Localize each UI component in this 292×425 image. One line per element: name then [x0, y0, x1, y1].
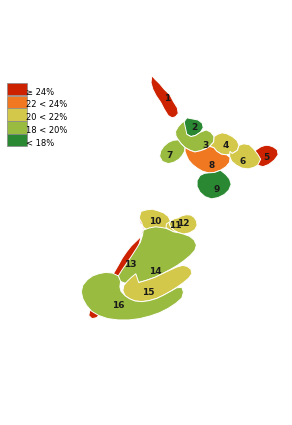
Polygon shape — [175, 122, 214, 152]
Polygon shape — [81, 272, 183, 320]
Text: 5: 5 — [264, 153, 270, 162]
Polygon shape — [160, 140, 185, 164]
Text: 3: 3 — [202, 141, 208, 150]
Text: 7: 7 — [167, 151, 173, 160]
Polygon shape — [197, 170, 231, 199]
Text: 12: 12 — [177, 219, 190, 229]
Polygon shape — [139, 209, 171, 232]
Text: 10: 10 — [149, 217, 161, 226]
Text: 15: 15 — [142, 288, 154, 297]
Text: 6: 6 — [239, 157, 246, 166]
Text: 11: 11 — [169, 221, 182, 230]
Polygon shape — [210, 133, 239, 155]
Text: 4: 4 — [222, 141, 229, 150]
Text: 9: 9 — [213, 185, 220, 194]
Polygon shape — [185, 147, 230, 173]
Polygon shape — [123, 265, 192, 302]
Text: 2: 2 — [192, 123, 198, 132]
Polygon shape — [89, 218, 144, 319]
Text: 14: 14 — [149, 267, 161, 276]
Polygon shape — [182, 118, 203, 136]
Text: 13: 13 — [124, 260, 137, 269]
Polygon shape — [230, 144, 261, 169]
Polygon shape — [166, 218, 186, 232]
Polygon shape — [253, 145, 278, 167]
Polygon shape — [169, 215, 197, 234]
Text: 8: 8 — [209, 161, 215, 170]
Text: 16: 16 — [112, 301, 125, 310]
Polygon shape — [151, 76, 178, 118]
Text: 1: 1 — [164, 94, 171, 102]
Polygon shape — [118, 227, 197, 283]
Legend: ≥ 24%, 22 < 24%, 20 < 22%, 18 < 20%, < 18%: ≥ 24%, 22 < 24%, 20 < 22%, 18 < 20%, < 1… — [5, 86, 69, 149]
